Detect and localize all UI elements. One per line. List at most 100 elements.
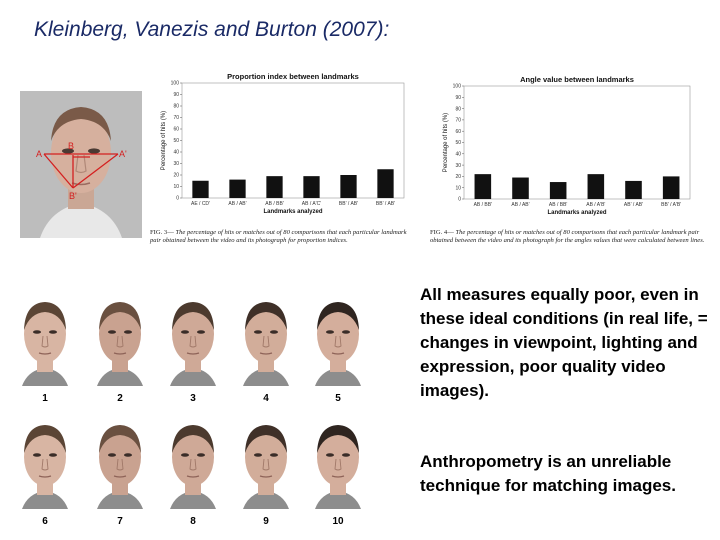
y-tick-label: 0: [458, 197, 461, 203]
y-tick-label: 20: [455, 174, 461, 180]
face-cell: 5: [303, 292, 373, 404]
figure-4-label: FIG. 4—: [430, 229, 454, 236]
face-photo: [97, 302, 143, 386]
figure-4-text: The percentage of hits or matches out of…: [430, 229, 705, 244]
face-number-label: 5: [335, 393, 341, 404]
y-tick-label: 80: [173, 104, 179, 110]
y-tick-label: 10: [173, 184, 179, 190]
bar: [549, 182, 567, 199]
figure-4-caption: FIG. 4— The percentage of hits or matche…: [430, 229, 710, 245]
bar: [512, 177, 529, 199]
x-tick-label: BB' / AB': [376, 201, 395, 207]
face-landmark-photo: A A' B B': [20, 91, 142, 238]
y-tick-label: 0: [176, 196, 179, 202]
face-cell: 3: [158, 292, 228, 404]
face-photo: [170, 425, 216, 509]
y-tick-label: 10: [455, 185, 461, 191]
face-cell: 8: [158, 415, 228, 527]
bar: [229, 179, 246, 198]
bar: [340, 175, 357, 198]
face-number-label: 4: [263, 393, 269, 404]
x-tick-label: BB' / AB': [339, 201, 358, 207]
face-number-label: 2: [117, 393, 123, 404]
face-photo: [243, 425, 289, 509]
y-tick-label: 50: [455, 140, 461, 146]
face-cell: 4: [231, 292, 301, 404]
conclusion-text-2: Anthropometry is an unreliable technique…: [420, 452, 676, 495]
y-tick-label: 90: [173, 92, 179, 98]
x-axis-label: Landmarks analyzed: [263, 209, 322, 215]
face-cell: 6: [10, 415, 80, 527]
face-number-label: 3: [190, 393, 196, 404]
face-cell: 2: [85, 292, 155, 404]
bar: [192, 180, 209, 198]
plot-frame: [181, 82, 405, 199]
x-tick-label: AB / A'C': [302, 201, 321, 207]
y-axis-label: Percentage of hits (%): [161, 111, 167, 170]
y-tick-label: 100: [453, 84, 462, 90]
face-photo: [315, 425, 361, 509]
y-tick-label: 70: [173, 115, 179, 121]
x-tick-label: AB / BB': [549, 202, 568, 208]
bar: [587, 174, 605, 199]
face-number-label: 7: [117, 516, 123, 527]
y-tick-label: 70: [455, 118, 461, 124]
y-tick-label: 50: [173, 138, 179, 144]
x-tick-label: AB / BB': [474, 202, 493, 208]
bar: [377, 169, 394, 198]
bar: [662, 176, 680, 199]
y-tick-label: 100: [171, 81, 180, 87]
y-tick-label: 90: [455, 95, 461, 101]
face-cell: 1: [10, 292, 80, 404]
plot-frame: [463, 85, 691, 200]
proportion-index-chart: Proportion index between landmarks 0 10 20 3…: [161, 72, 405, 215]
y-tick-label: 60: [173, 127, 179, 133]
landmark-b: B: [68, 141, 74, 151]
face-photo: [97, 425, 143, 509]
x-tick-label: AB / A'B': [586, 202, 605, 208]
y-axis-label: Percentage of hits (%): [443, 113, 449, 172]
face-photo: [170, 302, 216, 386]
x-axis-label: Landmarks analyzed: [547, 210, 606, 216]
figure-3-text: The percentage of hits or matches out of…: [150, 229, 407, 244]
face-number-label: 6: [42, 516, 48, 527]
bar: [266, 176, 283, 198]
figure-3-caption: FIG. 3— The percentage of hits or matche…: [150, 229, 415, 245]
slide-title: Kleinberg, Vanezis and Burton (2007):: [34, 18, 390, 41]
landmark-a: A: [36, 149, 42, 159]
conclusion-text-1: All measures equally poor, even in these…: [420, 285, 708, 400]
chart-title: Proportion index between landmarks: [227, 72, 359, 81]
face-photo: [22, 302, 68, 386]
y-tick-label: 80: [455, 106, 461, 112]
figure-3-label: FIG. 3—: [150, 229, 174, 236]
y-tick-label: 40: [455, 152, 461, 158]
y-tick-label: 30: [173, 161, 179, 167]
landmark-b-prime: B': [69, 191, 77, 201]
x-tick-label: BB' / A'B': [661, 202, 681, 208]
landmark-a-prime: A': [119, 149, 127, 159]
face-photo: [315, 302, 361, 386]
bar: [303, 176, 320, 198]
face-photo: [22, 425, 68, 509]
face-number-label: 8: [190, 516, 196, 527]
bar: [474, 174, 492, 199]
x-tick-label: AB / AB': [511, 202, 529, 208]
y-tick-label: 40: [173, 150, 179, 156]
x-tick-label: AB / AB': [228, 201, 246, 207]
face-landmark-illustration: A A' B B': [20, 91, 142, 238]
x-tick-label: AB / BB': [265, 201, 284, 207]
x-tick-label: AE / CD': [191, 201, 210, 207]
y-tick-label: 30: [455, 163, 461, 169]
y-tick-label: 60: [455, 129, 461, 135]
face-cell: 9: [231, 415, 301, 527]
face-number-label: 1: [42, 393, 48, 404]
face-number-label: 9: [263, 516, 269, 527]
y-tick-label: 20: [173, 173, 179, 179]
face-number-label: 10: [332, 516, 344, 527]
face-photo: [243, 302, 289, 386]
bar: [625, 180, 642, 199]
chart-title: Angle value between landmarks: [520, 75, 634, 84]
face-cell: 10: [303, 415, 373, 527]
face-cell: 7: [85, 415, 155, 527]
angle-value-chart: Angle value between landmarks 0 10 20 30 40 50…: [443, 75, 691, 216]
